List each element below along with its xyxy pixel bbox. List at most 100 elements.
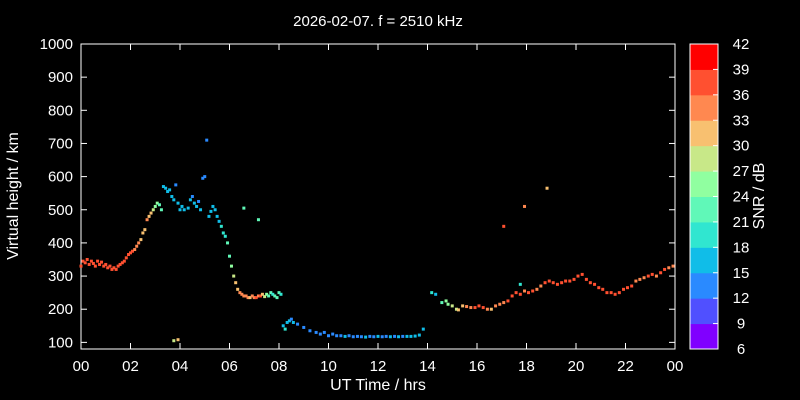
data-point [494, 304, 498, 308]
data-point [219, 224, 223, 228]
data-point [671, 264, 675, 268]
data-point [149, 211, 153, 215]
data-point [256, 294, 260, 298]
data-point [543, 281, 547, 285]
data-point [545, 186, 549, 190]
data-point [135, 244, 139, 248]
data-point [159, 208, 163, 212]
data-point [197, 199, 201, 203]
x-tick-label: 18 [518, 358, 535, 375]
data-point [547, 279, 551, 283]
data-point [176, 338, 180, 342]
data-point [186, 206, 190, 210]
data-point [314, 330, 318, 334]
data-point [318, 332, 322, 336]
data-point [265, 292, 269, 296]
data-point [254, 296, 258, 300]
data-point [124, 256, 128, 260]
data-point [518, 282, 522, 286]
data-point [234, 281, 238, 285]
data-point [199, 208, 203, 212]
data-point [285, 320, 289, 324]
data-point [271, 292, 275, 296]
data-point [102, 264, 106, 268]
data-point [502, 224, 506, 228]
data-point [430, 291, 434, 295]
colorbar-tick-label: 33 [733, 112, 750, 129]
data-point [209, 209, 213, 213]
colorbar-tick-label: 39 [733, 61, 750, 78]
data-point [127, 253, 131, 257]
data-point [120, 261, 124, 265]
data-point [465, 305, 469, 309]
data-point [622, 287, 626, 291]
data-point [560, 281, 564, 285]
x-tick-label: 12 [370, 358, 387, 375]
data-point [654, 274, 658, 278]
x-tick-label: 14 [419, 358, 436, 375]
data-point [166, 190, 170, 194]
data-point [130, 249, 134, 253]
data-point [343, 334, 347, 338]
colorbar-tick-label: 36 [733, 87, 750, 104]
data-point [217, 219, 221, 223]
data-point [667, 266, 671, 270]
data-point [147, 214, 151, 218]
colorbar-swatch [690, 298, 718, 325]
data-point [238, 291, 242, 295]
data-point [110, 267, 114, 271]
colorbar-swatch [690, 69, 718, 96]
data-point [226, 241, 230, 245]
data-point [364, 335, 368, 339]
data-point [83, 261, 87, 265]
plot-area [80, 43, 676, 350]
data-point [296, 322, 300, 326]
data-point [355, 334, 359, 338]
y-tick-label: 900 [48, 69, 73, 86]
data-point [108, 264, 112, 268]
data-point [473, 306, 477, 310]
data-point [223, 234, 227, 238]
data-point [531, 289, 535, 293]
data-point [104, 262, 108, 266]
data-point [236, 287, 240, 291]
data-point [252, 296, 256, 300]
data-point [145, 218, 149, 222]
data-point [526, 291, 530, 295]
data-point [335, 334, 339, 338]
data-point [89, 259, 93, 263]
data-point [477, 304, 481, 308]
colorbar-tick-label: 18 [733, 239, 750, 256]
data-point [151, 208, 155, 212]
colorbar-tick-label: 6 [737, 341, 745, 358]
data-point [580, 272, 584, 276]
data-point [605, 291, 609, 295]
data-point [555, 282, 559, 286]
data-point [263, 295, 267, 299]
data-point [269, 291, 273, 295]
data-point [485, 307, 489, 311]
colorbar-tick-label: 9 [737, 316, 745, 333]
data-point [646, 274, 650, 278]
data-point [588, 281, 592, 285]
data-point [192, 201, 196, 205]
x-tick-label: 20 [568, 358, 585, 375]
data-point [87, 262, 91, 266]
data-point [143, 228, 147, 232]
data-point [450, 304, 454, 308]
data-point [207, 214, 211, 218]
data-point [347, 334, 351, 338]
colorbar-swatch [690, 323, 718, 350]
y-tick-label: 200 [48, 301, 73, 318]
data-point [469, 306, 473, 310]
data-point [593, 282, 597, 286]
data-point [201, 176, 205, 180]
data-point [133, 248, 137, 252]
data-point [281, 324, 285, 328]
data-point [172, 339, 176, 343]
y-tick-label: 800 [48, 102, 73, 119]
data-point [172, 198, 176, 202]
data-point [260, 292, 264, 296]
colorbar-swatch [690, 272, 718, 299]
data-point [246, 296, 250, 300]
